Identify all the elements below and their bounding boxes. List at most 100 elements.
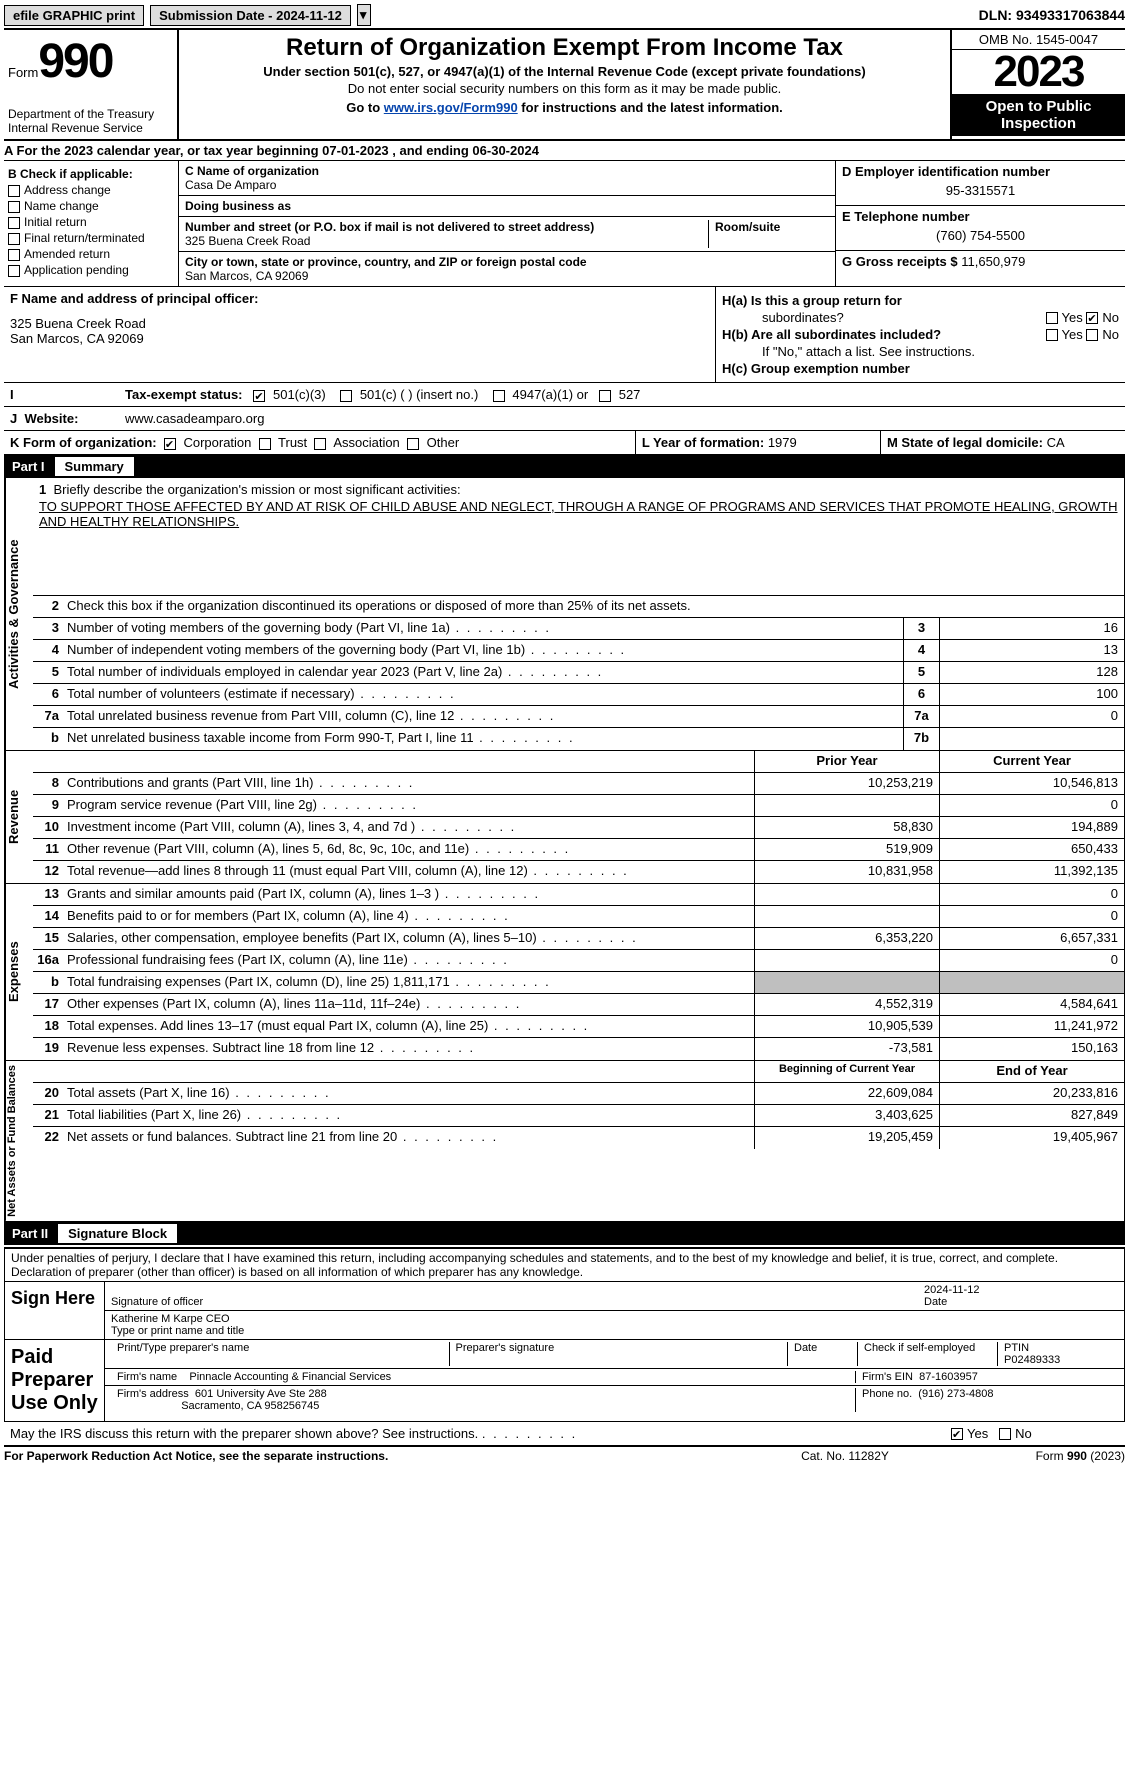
chk-corp[interactable] [164,438,176,450]
ln-prior: 519,909 [754,839,939,860]
efile-print-button[interactable]: efile GRAPHIC print [4,5,144,26]
chk-527[interactable] [599,390,611,402]
chk-501c3[interactable] [253,390,265,402]
ln-txt: Contributions and grants (Part VIII, lin… [63,773,754,794]
hb-yes-chk[interactable] [1046,329,1058,341]
sig-date: 2024-11-12 [924,1284,1112,1296]
part2-title: Signature Block [58,1224,177,1243]
ha-text1: H(a) Is this a group return for [722,293,902,308]
tax-exempt-row: I Tax-exempt status: 501(c)(3) 501(c) ( … [4,383,1125,407]
ln-num: 16a [33,950,63,971]
gln-box: 7a [903,706,939,727]
phone-label: E Telephone number [842,209,1119,224]
ln-txt: Professional fundraising fees (Part IX, … [63,950,754,971]
discuss-no-chk[interactable] [999,1428,1011,1440]
year-header-row: Prior Year Current Year [33,751,1124,773]
chk-app-pending[interactable]: Application pending [8,263,174,277]
chk-address-change[interactable]: Address change [8,183,174,197]
ln-curr: 19,405,967 [939,1127,1124,1149]
chk-trust[interactable] [259,438,271,450]
ln-txt: Benefits paid to or for members (Part IX… [63,906,754,927]
ln-prior: 6,353,220 [754,928,939,949]
website-label: Website: [24,411,78,426]
ln-prior: 22,609,084 [754,1083,939,1104]
hb-no-chk[interactable] [1086,329,1098,341]
ln-prior: 10,253,219 [754,773,939,794]
ln-num: 14 [33,906,63,927]
chk-initial-return[interactable]: Initial return [8,215,174,229]
topbar: efile GRAPHIC print Submission Date - 20… [4,4,1125,26]
gln-val: 16 [939,618,1124,639]
gln-num: 3 [33,618,63,639]
go-prefix: Go to [346,100,384,115]
part1-num: Part I [12,459,55,474]
ha-no-chk[interactable] [1086,312,1098,324]
year-formation: L Year of formation: 1979 [635,431,880,454]
klm-row: K Form of organization: Corporation Trus… [4,431,1125,455]
gov-line-3: 3Number of voting members of the governi… [33,618,1124,640]
addr2-val: Sacramento, CA 958256745 [181,1400,319,1412]
ln-curr: 6,657,331 [939,928,1124,949]
prep-row1: Print/Type preparer's name Preparer's si… [105,1340,1124,1369]
ln-curr: 827,849 [939,1105,1124,1126]
dropdown-icon[interactable]: ▾ [357,4,371,26]
ln-curr: 0 [939,950,1124,971]
ln-txt: Total revenue—add lines 8 through 11 (mu… [63,861,754,883]
chk-assoc[interactable] [314,438,326,450]
chk-other[interactable] [407,438,419,450]
chk-501c[interactable] [340,390,352,402]
part2-num: Part II [12,1226,58,1241]
ln-prior [754,884,939,905]
box-deg: D Employer identification number 95-3315… [835,161,1125,286]
sig-officer-label: Signature of officer [111,1296,918,1308]
discuss-yes: Yes [967,1426,988,1441]
perjury-text: Under penalties of perjury, I declare th… [5,1249,1124,1281]
side-rev: Revenue [5,751,33,883]
gln-box: 6 [903,684,939,705]
street-value: 325 Buena Creek Road [185,234,704,248]
line-17: 17Other expenses (Part IX, column (A), l… [33,994,1124,1016]
chk-name-change[interactable]: Name change [8,199,174,213]
discuss-yes-chk[interactable] [951,1428,963,1440]
website-row: J Website: www.casadeamparo.org [4,407,1125,431]
lbl-name-change: Name change [24,199,99,213]
ein-lbl2: Firm's EIN [862,1371,913,1383]
ssn-note: Do not enter social security numbers on … [187,81,942,96]
hb-note-text: If "No," attach a list. See instructions… [722,344,1119,359]
form-header: Form990 Department of the Treasury Inter… [4,28,1125,141]
line-16a: 16aProfessional fundraising fees (Part I… [33,950,1124,972]
website-prefix: J Website: [4,407,119,430]
nh-txt [63,1061,754,1082]
hb-note: If "No," attach a list. See instructions… [722,344,1119,359]
chk-final-return[interactable]: Final return/terminated [8,231,174,245]
lbl-corp: Corporation [183,435,251,450]
org-name-label: C Name of organization [185,164,829,178]
ln-txt: Other expenses (Part IX, column (A), lin… [63,994,754,1015]
ln-prior [754,906,939,927]
net-header-row: Beginning of Current Year End of Year [33,1061,1124,1083]
ln-num: 18 [33,1016,63,1037]
chk-4947[interactable] [493,390,505,402]
open-inspection: Open to Public Inspection [952,94,1125,136]
ha-line: H(a) Is this a group return for [722,293,1119,308]
ein-val2: 87-1603957 [919,1371,978,1383]
sign-here-label: Sign Here [5,1282,105,1339]
ln-prior [754,795,939,816]
footer: For Paperwork Reduction Act Notice, see … [4,1445,1125,1465]
addr-lbl: Firm's address [117,1388,189,1400]
hb-line: H(b) Are all subordinates included? Yes … [722,327,1119,342]
ln-curr: 194,889 [939,817,1124,838]
ha-yes-chk[interactable] [1046,312,1058,324]
calendar-year-line: A For the 2023 calendar year, or tax yea… [4,141,1125,161]
gln-num: 4 [33,640,63,661]
ln-txt: Total assets (Part X, line 16) [63,1083,754,1104]
prep-sig-lbl: Preparer's signature [450,1342,789,1366]
irs-link[interactable]: www.irs.gov/Form990 [384,100,518,115]
gln-box: 4 [903,640,939,661]
ln-curr: 11,241,972 [939,1016,1124,1037]
ln-num: 15 [33,928,63,949]
ln-txt: Total expenses. Add lines 13–17 (must eq… [63,1016,754,1037]
chk-amended-return[interactable]: Amended return [8,247,174,261]
selfemp-text: Check if self-employed [864,1342,975,1354]
calendar-text: For the 2023 calendar year, or tax year … [17,143,539,158]
